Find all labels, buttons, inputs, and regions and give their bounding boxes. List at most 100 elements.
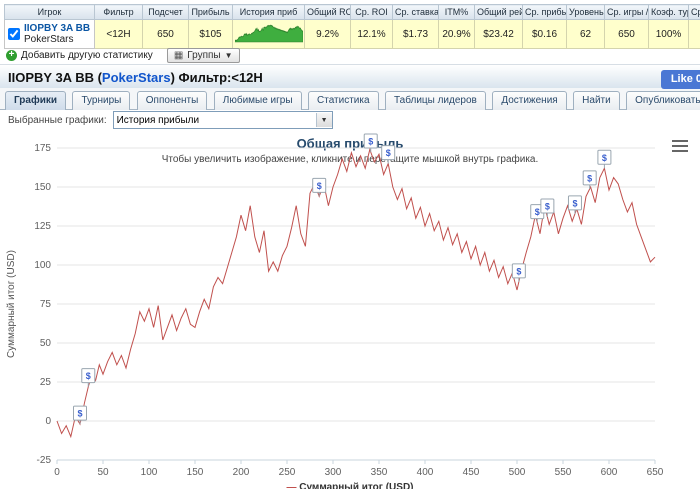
page-header-band: IIOPBY 3A BB (PokerStars) Фильтр:<12H	[0, 64, 700, 89]
tab-leaderboards[interactable]: Таблицы лидеров	[384, 91, 486, 111]
col-avg-profit[interactable]: Ср. прибы	[522, 4, 567, 20]
player-cell: IIOPBY 3A BB PokerStars	[4, 19, 95, 49]
graph-controls: Выбранные графики: История прибыли ▼	[0, 110, 700, 130]
tab-tournaments[interactable]: Турниры	[72, 91, 131, 111]
svg-text:$: $	[516, 266, 521, 276]
groups-grid-icon: ▦	[173, 49, 184, 61]
profit-chart-panel: Общая прибыль Чтобы увеличить изображени…	[0, 130, 700, 489]
toolbar: + Добавить другую статистику ▦ Группы ▼	[6, 46, 240, 64]
svg-text:$: $	[317, 181, 322, 191]
x-tick-label: 100	[141, 467, 158, 478]
svg-text:$: $	[368, 137, 373, 147]
table-row: IIOPBY 3A BB PokerStars <12H 650 $105 9.…	[4, 19, 700, 49]
site-link[interactable]: PokerStars	[101, 70, 171, 85]
x-tick-label: 300	[325, 467, 342, 478]
cell-level: 62	[566, 19, 605, 49]
flag-marker[interactable]: $	[567, 195, 582, 214]
selected-graph-value: История прибыли	[116, 114, 200, 126]
col-games-per-day[interactable]: Ср. игры / день	[604, 4, 649, 20]
legend-marker: —	[286, 482, 297, 489]
cell-avg-roi: 12.1%	[350, 19, 393, 49]
col-avg-roi[interactable]: Ср. ROI	[350, 4, 393, 20]
profit-sparkline	[234, 24, 304, 42]
stats-table: Игрок Фильтр Подсчет Прибыль История при…	[4, 4, 700, 49]
table-header-row: Игрок Фильтр Подсчет Прибыль История при…	[4, 4, 700, 20]
cell-count: 650	[142, 19, 189, 49]
cell-profit: $105	[188, 19, 233, 49]
profit-line	[56, 147, 656, 439]
page-title: IIOPBY 3A BB (PokerStars) Фильтр:<12H	[8, 70, 263, 85]
col-turbo-ratio[interactable]: Коэф. турбо	[648, 4, 689, 20]
tab-opponents[interactable]: Оппоненты	[136, 91, 208, 111]
svg-text:$: $	[545, 201, 550, 211]
player-select-checkbox[interactable]	[8, 28, 20, 40]
col-avg-stake[interactable]: Ср. ставка	[392, 4, 439, 20]
col-player[interactable]: Игрок	[4, 4, 95, 20]
tab-achievements[interactable]: Достижения	[492, 91, 567, 111]
x-tick-label: 200	[233, 467, 250, 478]
groups-button[interactable]: ▦ Группы ▼	[166, 47, 240, 63]
flag-marker[interactable]: $	[582, 170, 597, 189]
col-extra[interactable]: Ср.	[688, 4, 700, 20]
selected-graphs-dropdown[interactable]: История прибыли ▼	[112, 111, 333, 129]
col-profit-history[interactable]: История приб	[232, 4, 305, 20]
svg-text:$: $	[572, 198, 577, 208]
x-tick-label: 150	[187, 467, 204, 478]
flag-marker[interactable]: $	[540, 198, 555, 217]
col-count[interactable]: Подсчет	[142, 4, 189, 20]
x-tick-label: 450	[463, 467, 480, 478]
flag-marker[interactable]: $	[381, 145, 396, 164]
page-title-filter: Фильтр:<12H	[178, 70, 263, 85]
x-tick-label: 500	[509, 467, 526, 478]
svg-text:$: $	[587, 173, 592, 183]
flag-marker[interactable]: $	[312, 177, 327, 197]
flag-marker[interactable]: $	[363, 133, 378, 153]
x-tick-label: 400	[417, 467, 434, 478]
player-site-label: PokerStars	[24, 34, 74, 45]
flag-marker[interactable]: $	[73, 405, 87, 425]
flag-marker[interactable]: $	[81, 368, 96, 387]
col-total-roi[interactable]: Общий ROI	[304, 4, 351, 20]
flag-marker[interactable]: $	[511, 263, 526, 282]
tab-publish[interactable]: Опубликовать	[626, 91, 700, 111]
col-total-rake[interactable]: Общий рей	[474, 4, 523, 20]
col-itm[interactable]: ITM%	[438, 4, 475, 20]
svg-text:$: $	[535, 207, 540, 217]
y-tick-label: 0	[45, 416, 51, 427]
cell-extra	[688, 19, 700, 49]
cell-turbo-ratio: 100%	[648, 19, 689, 49]
facebook-like-button[interactable]: Like 0	[660, 70, 700, 89]
tab-statistics[interactable]: Статистика	[308, 91, 379, 111]
cell-profit-history	[232, 19, 305, 49]
chart-menu-icon[interactable]	[672, 140, 688, 155]
y-axis-title: Суммарный итог (USD)	[6, 250, 17, 358]
flag-marker[interactable]: $	[597, 149, 612, 169]
y-tick-label: 100	[34, 260, 51, 271]
x-tick-label: 0	[54, 467, 60, 478]
chart-legend[interactable]: — Суммарный итог (USD)	[0, 482, 700, 489]
plus-icon: +	[6, 49, 17, 61]
tab-graphs[interactable]: Графики	[5, 91, 67, 111]
col-level[interactable]: Уровень	[566, 4, 605, 20]
stats-table-wrap: Игрок Фильтр Подсчет Прибыль История при…	[4, 4, 700, 49]
y-tick-label: 175	[34, 143, 51, 154]
y-tick-label: 75	[40, 299, 52, 310]
player-name-link[interactable]: IIOPBY 3A BB	[24, 23, 91, 34]
tab-favorite-games[interactable]: Любимые игры	[213, 91, 302, 111]
svg-text:$: $	[86, 371, 91, 381]
cell-itm: 20.9%	[438, 19, 475, 49]
col-filter[interactable]: Фильтр	[94, 4, 143, 20]
dropdown-arrow-icon: ▼	[315, 113, 332, 127]
col-profit[interactable]: Прибыль	[188, 4, 233, 20]
selected-graphs-label: Выбранные графики:	[8, 114, 107, 126]
sparkline-area	[234, 24, 304, 42]
page-title-player: IIOPBY 3A BB	[8, 70, 94, 85]
add-statistic-link[interactable]: + Добавить другую статистику	[6, 49, 153, 61]
tab-find[interactable]: Найти	[573, 91, 620, 111]
y-tick-label: 25	[40, 377, 52, 388]
y-tick-label: 50	[40, 338, 52, 349]
cell-filter: <12H	[94, 19, 143, 49]
svg-text:$: $	[386, 148, 391, 158]
x-tick-label: 550	[555, 467, 572, 478]
